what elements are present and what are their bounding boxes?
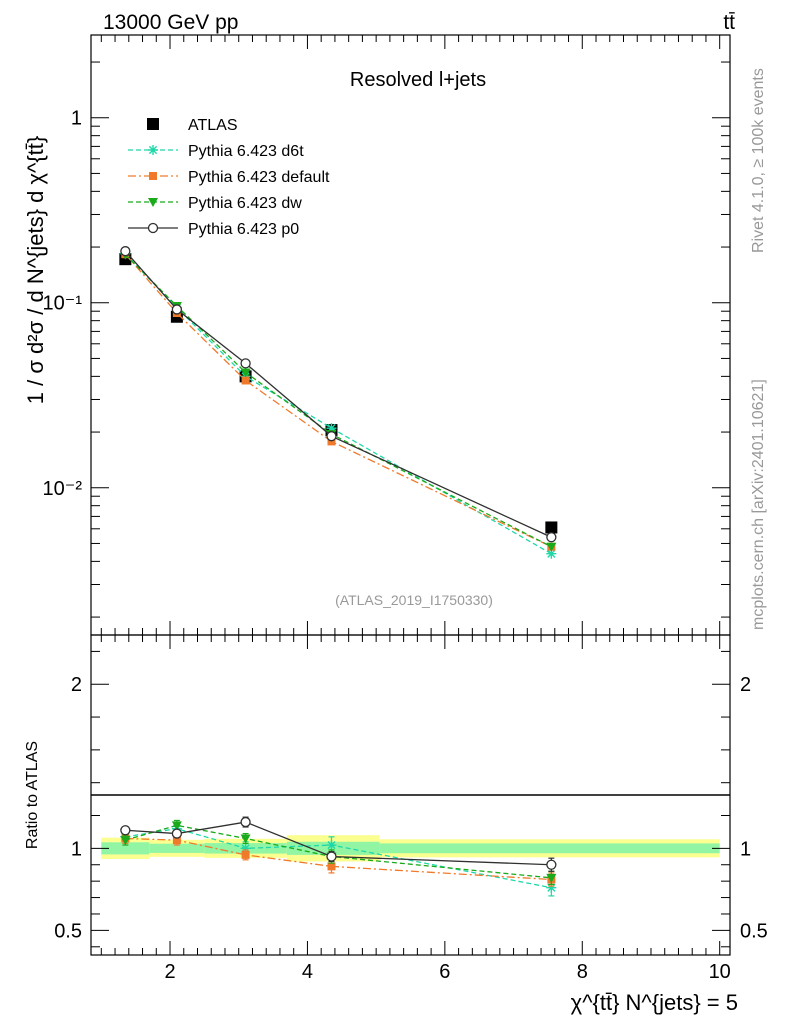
- data-point: [545, 521, 558, 534]
- data-point: [171, 304, 183, 315]
- legend-label: Pythia 6.423 p0: [188, 221, 299, 238]
- legend-marker: [148, 198, 158, 207]
- legend-marker: [147, 222, 159, 234]
- ratio-ticks: [91, 635, 730, 955]
- main-panel: 1 10⁻¹ 10⁻² ATLAS Pythia 6.423 d6t Pythia 6.…: [23, 34, 731, 636]
- ratio-series-pythia-6-423-p0: [120, 816, 557, 872]
- analysis-id-label: (ATLAS_2019_I1750330): [335, 592, 493, 608]
- uncertainty-band-green: [379, 843, 720, 854]
- main-series-layer: [119, 246, 558, 559]
- ratio-series-layer: [120, 816, 557, 897]
- data-point: [326, 431, 337, 442]
- ratio-y-tick-label-right: 0.5: [740, 920, 768, 942]
- legend-entry: Pythia 6.423 d6t: [128, 143, 304, 160]
- ratio-panel: 0.5 0.5 1 1 2 2 2 4 6 8 10 Ratio to ATLAS χ^{tt̄}…: [24, 634, 768, 1015]
- x-tick-label: 2: [164, 961, 175, 983]
- ratio-y-tick-label: 1: [71, 838, 82, 860]
- ratio-y-tick-label: 0.5: [54, 920, 82, 942]
- x-tick-label: 6: [439, 961, 450, 983]
- legend-label: Pythia 6.423 dw: [188, 195, 302, 212]
- data-point: [326, 423, 337, 434]
- data-point: [546, 532, 557, 543]
- panel-title: Resolved l+jets: [350, 69, 486, 91]
- ratio-point: [240, 816, 251, 828]
- x-tick-labels: 2 4 6 8 10: [164, 961, 730, 983]
- legend-marker: [148, 145, 158, 155]
- uncertainty-band-green: [286, 841, 380, 855]
- ratio-y-tick-label: 2: [71, 674, 82, 696]
- ratio-y-axis-label: Ratio to ATLAS: [24, 741, 41, 849]
- legend-label: ATLAS: [188, 117, 238, 134]
- ratio-point: [546, 882, 557, 893]
- ratio-point: [240, 834, 251, 844]
- data-point: [327, 437, 336, 446]
- main-y-axis-label: 1 / σ d²σ / d N^{jets} d χ^{tt̄}: [23, 136, 48, 404]
- legend-marker: [149, 172, 157, 180]
- ratio-y-tick-label-right: 2: [740, 674, 751, 696]
- main-y-tick-label: 10⁻²: [43, 478, 83, 500]
- main-y-tick-label: 1: [71, 108, 82, 130]
- ratio-point: [326, 851, 337, 862]
- uncertainty-band-green: [101, 842, 150, 855]
- legend: ATLAS Pythia 6.423 d6t Pythia 6.423 defaul…: [128, 117, 330, 238]
- series-line: [124, 253, 552, 548]
- legend-entry: Pythia 6.423 default: [128, 169, 330, 186]
- legend-entry: Pythia 6.423 p0: [128, 221, 299, 238]
- ratio-point: [546, 859, 557, 870]
- legend-entry: ATLAS: [147, 117, 238, 134]
- ratio-point: [240, 843, 251, 854]
- data-point: [240, 358, 251, 369]
- ratio-point: [171, 828, 183, 839]
- legend-label: Pythia 6.423 default: [188, 169, 330, 186]
- ratio-point: [327, 862, 336, 871]
- main-ticks: [91, 35, 730, 635]
- data-point: [120, 246, 131, 257]
- process-label: tt̄: [723, 11, 735, 34]
- ratio-series-line: [125, 837, 552, 881]
- ratio-y-tick-labels: 0.5 0.5 1 1 2 2: [54, 674, 768, 942]
- ratio-point: [120, 836, 131, 846]
- data-point: [241, 376, 250, 385]
- x-tick-label: 4: [302, 961, 313, 983]
- data-point: [546, 548, 557, 559]
- x-tick-label: 10: [709, 961, 731, 983]
- ratio-point: [120, 825, 131, 836]
- legend-marker: [147, 118, 159, 130]
- ratio-point: [241, 850, 250, 859]
- legend-entry: Pythia 6.423 dw: [128, 195, 302, 212]
- uncertainty-band-green: [149, 843, 205, 853]
- legend-label: Pythia 6.423 d6t: [188, 143, 304, 160]
- rivet-version-label: Rivet 4.1.0, ≥ 100k events: [750, 68, 767, 253]
- energy-label: 13000 GeV pp: [103, 11, 238, 34]
- mcplots-label: mcplots.cern.ch [arXiv:2401.10621]: [750, 379, 767, 630]
- main-y-tick-label: 10⁻¹: [43, 293, 83, 315]
- series-pythia-6-423-p0: [120, 246, 557, 543]
- data-point: [240, 368, 251, 378]
- main-y-tick-labels: 1 10⁻¹ 10⁻²: [43, 108, 83, 500]
- ratio-point: [172, 836, 181, 845]
- ratio-point: [546, 873, 557, 883]
- ratio-frame: [90, 634, 731, 956]
- ratio-point: [326, 840, 337, 851]
- data-point: [546, 542, 557, 552]
- ratio-point: [171, 821, 182, 831]
- x-axis-label: χ^{tt̄} N^{jets} = 5: [571, 990, 738, 1015]
- x-tick-label: 8: [577, 961, 588, 983]
- ratio-y-tick-label-right: 1: [740, 838, 751, 860]
